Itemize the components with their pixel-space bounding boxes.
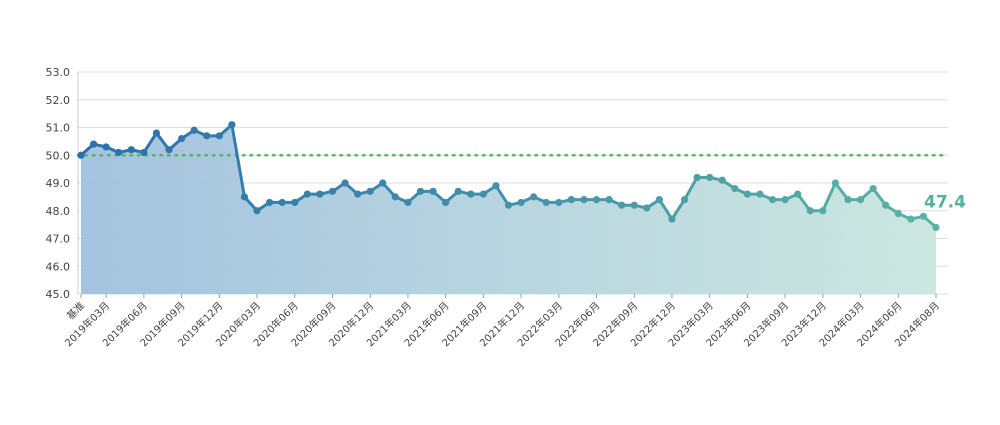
data-point bbox=[542, 198, 550, 207]
data-point bbox=[416, 187, 425, 195]
data-point bbox=[630, 201, 638, 209]
data-point bbox=[203, 132, 211, 140]
data-point bbox=[379, 179, 387, 187]
data-point bbox=[429, 187, 437, 195]
data-point bbox=[442, 198, 450, 207]
data-point bbox=[266, 198, 274, 207]
data-point bbox=[102, 143, 110, 151]
data-point bbox=[228, 121, 236, 129]
data-point bbox=[919, 212, 928, 220]
y-tick-label: 48.0 bbox=[46, 205, 71, 218]
data-point bbox=[240, 193, 249, 201]
data-point bbox=[907, 215, 915, 223]
data-point bbox=[932, 223, 940, 231]
data-point bbox=[127, 146, 135, 154]
data-point bbox=[756, 190, 764, 198]
end-value-label: 47.4 bbox=[924, 192, 966, 212]
data-point bbox=[140, 148, 148, 157]
data-point bbox=[831, 179, 840, 187]
data-point bbox=[177, 135, 186, 143]
data-point bbox=[404, 198, 412, 207]
data-point bbox=[354, 190, 362, 198]
data-point bbox=[152, 129, 161, 137]
y-axis-ticks: 45.0 46.0 47.0 48.0 49.0 50.0 51.0 52.0 53.0 bbox=[46, 66, 71, 301]
data-point bbox=[530, 193, 538, 201]
data-point bbox=[618, 201, 626, 209]
data-point bbox=[504, 201, 513, 209]
data-point bbox=[291, 198, 299, 207]
y-tick-label: 46.0 bbox=[46, 260, 71, 273]
data-point bbox=[668, 215, 676, 223]
data-point bbox=[768, 196, 777, 204]
data-point bbox=[706, 173, 714, 182]
area-fill bbox=[81, 124, 936, 294]
data-point bbox=[467, 190, 475, 198]
data-point bbox=[882, 201, 890, 209]
data-point bbox=[77, 151, 85, 159]
y-tick-label: 50.0 bbox=[46, 149, 71, 162]
data-point bbox=[492, 182, 500, 190]
data-point bbox=[731, 184, 739, 193]
data-point bbox=[479, 190, 487, 198]
data-point bbox=[856, 196, 865, 204]
series-points bbox=[77, 121, 940, 231]
data-point bbox=[781, 196, 789, 204]
data-point bbox=[454, 187, 462, 195]
data-point bbox=[278, 198, 286, 207]
data-point bbox=[580, 196, 588, 204]
data-point bbox=[567, 196, 575, 204]
data-point bbox=[592, 196, 601, 204]
data-point bbox=[806, 207, 814, 215]
data-point bbox=[680, 196, 689, 204]
data-point bbox=[517, 198, 525, 207]
data-point bbox=[328, 187, 337, 195]
area-polygon bbox=[81, 124, 936, 294]
data-point bbox=[316, 190, 324, 198]
data-point bbox=[253, 207, 261, 215]
data-point bbox=[743, 190, 751, 198]
data-point bbox=[165, 146, 173, 154]
y-tick-label: 52.0 bbox=[46, 94, 71, 107]
x-axis-ticks: 基准2019年03月2019年06月2019年09月2019年12月2020年0… bbox=[62, 294, 942, 349]
data-point bbox=[794, 190, 802, 198]
data-point bbox=[655, 196, 663, 204]
y-tick-label: 53.0 bbox=[46, 66, 71, 79]
data-point bbox=[869, 184, 877, 193]
data-point bbox=[894, 209, 902, 218]
x-tick-label: 基准 bbox=[64, 299, 87, 322]
y-tick-label: 51.0 bbox=[46, 122, 71, 135]
data-point bbox=[643, 204, 651, 212]
data-point bbox=[391, 193, 399, 201]
data-point bbox=[115, 148, 123, 157]
data-point bbox=[89, 140, 98, 148]
data-point bbox=[718, 176, 726, 184]
data-point bbox=[693, 173, 701, 182]
data-point bbox=[341, 179, 349, 187]
data-point bbox=[555, 198, 563, 207]
data-point bbox=[303, 190, 311, 198]
data-point bbox=[819, 207, 827, 215]
data-point bbox=[366, 187, 374, 195]
data-point bbox=[215, 132, 223, 140]
y-tick-label: 47.0 bbox=[46, 233, 71, 246]
data-point bbox=[844, 196, 852, 204]
data-point bbox=[605, 196, 613, 204]
data-point bbox=[190, 126, 198, 134]
y-tick-label: 49.0 bbox=[46, 177, 71, 190]
y-tick-label: 45.0 bbox=[46, 288, 71, 301]
